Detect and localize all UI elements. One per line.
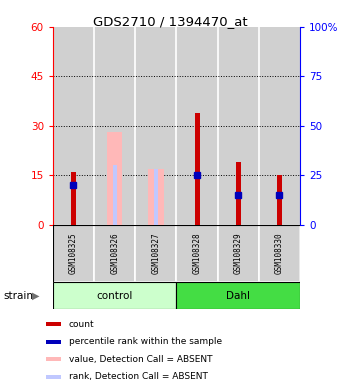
Bar [71, 172, 76, 225]
Text: value, Detection Call = ABSENT: value, Detection Call = ABSENT [69, 355, 212, 364]
Bar [259, 225, 300, 282]
Bar [94, 27, 135, 225]
Text: GSM108328: GSM108328 [193, 233, 202, 274]
Bar [148, 169, 164, 225]
Text: strain: strain [3, 291, 33, 301]
Bar [218, 27, 259, 225]
Bar [46, 375, 61, 379]
Bar [53, 27, 94, 225]
Bar [218, 225, 259, 282]
Text: percentile rank within the sample: percentile rank within the sample [69, 337, 222, 346]
Text: count: count [69, 319, 94, 329]
Text: ▶: ▶ [32, 291, 40, 301]
Bar [46, 322, 61, 326]
Bar [53, 225, 94, 282]
Bar [94, 225, 135, 282]
Text: GSM108330: GSM108330 [275, 233, 284, 274]
Text: rank, Detection Call = ABSENT: rank, Detection Call = ABSENT [69, 372, 208, 381]
Text: GSM108326: GSM108326 [110, 233, 119, 274]
Bar [177, 282, 300, 309]
Bar [113, 166, 117, 225]
Bar [177, 225, 218, 282]
Bar [236, 162, 241, 225]
Bar [46, 357, 61, 361]
Bar [46, 340, 61, 344]
Bar [277, 175, 282, 225]
Bar [135, 27, 177, 225]
Bar [259, 27, 300, 225]
Bar [107, 132, 122, 225]
Bar [53, 282, 177, 309]
Bar [154, 169, 158, 225]
Text: GSM108325: GSM108325 [69, 233, 78, 274]
Text: Dahl: Dahl [226, 291, 250, 301]
Text: control: control [97, 291, 133, 301]
Text: GSM108329: GSM108329 [234, 233, 243, 274]
Bar [135, 225, 177, 282]
Bar [195, 113, 199, 225]
Text: GDS2710 / 1394470_at: GDS2710 / 1394470_at [93, 15, 248, 28]
Text: GSM108327: GSM108327 [151, 233, 160, 274]
Bar [177, 27, 218, 225]
